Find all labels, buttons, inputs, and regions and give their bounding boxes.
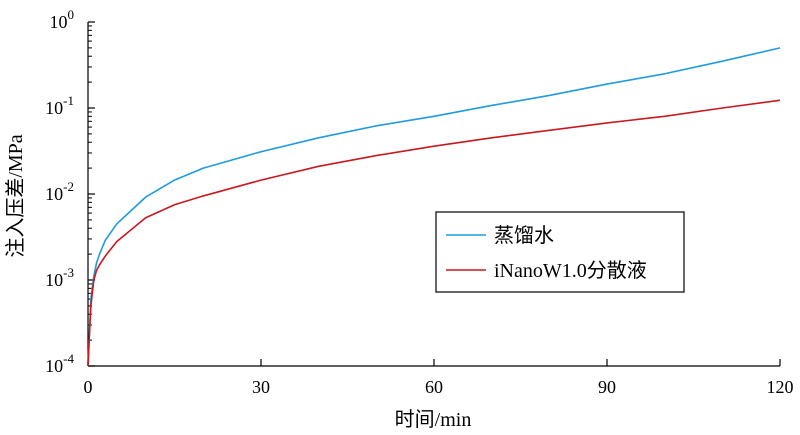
x-tick-label: 60	[425, 377, 443, 397]
series-line-0	[87, 47, 781, 367]
y-tick-label: 10-2	[45, 179, 74, 204]
x-axis-title: 时间/min	[395, 408, 472, 431]
x-tick-label: 120	[767, 377, 794, 397]
axes-layer	[87, 21, 781, 367]
x-tick-label: 0	[84, 377, 93, 397]
y-axis-title: 注入压差/MPa	[4, 134, 27, 257]
x-tick-label: 30	[252, 377, 270, 397]
y-tick-label: 100	[50, 7, 75, 32]
tick-labels-layer: 0 30 60 90 120 10-4 10-3 10-2 10-1 100	[45, 7, 793, 397]
legend-label-distilled-water: 蒸馏水	[494, 224, 554, 247]
y-tick-label: 10-4	[45, 351, 74, 376]
series-line-1	[87, 99, 781, 367]
y-tick-label: 10-3	[45, 265, 74, 290]
legend-box	[435, 211, 685, 293]
legend-label-inanow: iNanoW1.0分散液	[494, 259, 647, 282]
x-tick-label: 90	[598, 377, 616, 397]
y-tick-label: 10-1	[45, 93, 74, 118]
series-layer	[87, 47, 781, 367]
legend: 蒸馏水 iNanoW1.0分散液	[435, 211, 685, 293]
